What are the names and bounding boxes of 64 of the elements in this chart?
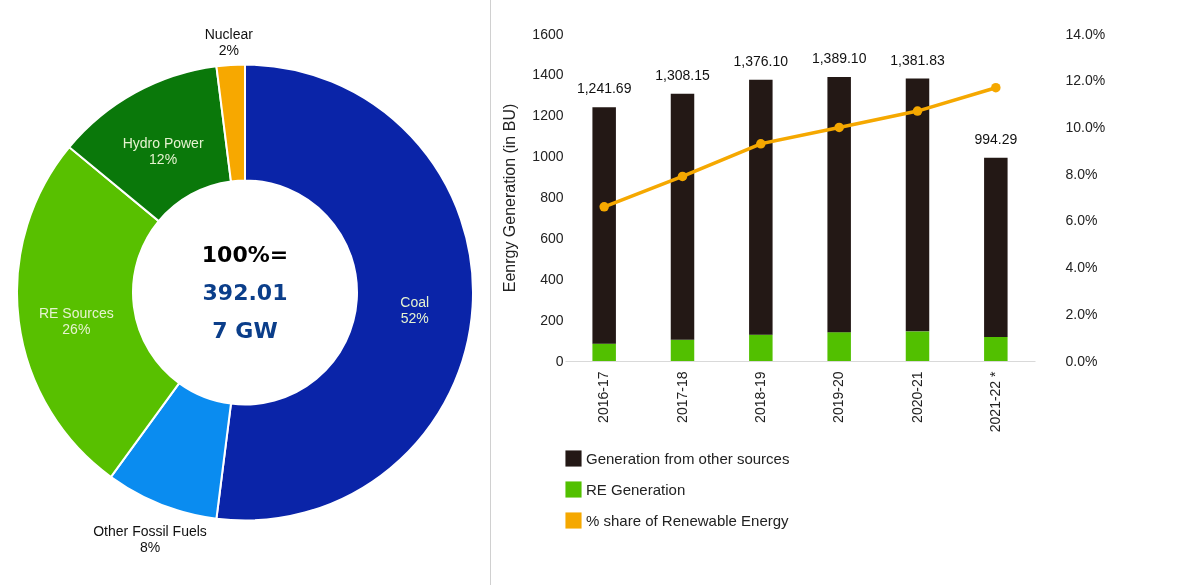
text: 100%= [201,241,289,267]
bar [670,93,695,340]
point [599,202,609,212]
legend-label: % share of Renewable Energy [586,511,790,529]
x-tick-label: 2021-22 * [986,370,1003,433]
data-label: 8% [139,539,161,556]
y2-tick-label: 14.0% [1065,25,1106,42]
total-label: 1,376.10 [733,52,789,69]
bar [905,331,930,361]
slice-label: RE Sources [38,304,114,321]
data-label: 26% [62,320,91,337]
point [834,122,844,133]
x-tick-label: 2020-21 [908,371,925,423]
total-label: 1,381.83 [890,51,945,68]
y2-tick-label: 0.0% [1065,352,1098,369]
slice-label: Coal [400,294,430,311]
bar [984,336,1008,361]
bar [670,339,695,361]
text: 7 GW [212,317,278,343]
y2-tick-label: 8.0% [1065,165,1098,182]
bar [984,157,1008,337]
bar [827,332,851,361]
bar [827,77,851,333]
y2-tick-label: 12.0% [1065,72,1106,89]
point [756,139,766,149]
legend-label: Generation from other sources [586,449,790,467]
slice-label: Nuclear [204,26,254,43]
y2-tick-label: 6.0% [1065,212,1098,229]
data-label: 2% [218,42,239,59]
legend-label: RE Generation [586,480,686,498]
y-tick-label: 1000 [532,148,564,165]
total-label: 1,241.69 [576,80,632,97]
point [912,106,923,116]
bar [592,107,616,344]
slice-label: Other Fossil Fuels [93,523,207,540]
y2-tick-label: 10.0% [1065,118,1106,135]
bar [592,343,616,361]
point [991,82,1001,93]
y-tick-label: 600 [540,229,564,246]
x-tick-label: 2017-18 [673,371,690,423]
bar [749,79,773,335]
point [677,171,688,182]
slice-label: Hydro Power [122,134,204,151]
x-tick-label: 2019-20 [830,371,847,423]
y2-tick-label: 2.0% [1065,305,1098,322]
y-tick-label: 1600 [532,25,564,42]
data-label: 12% [149,150,178,167]
total-label: 994.29 [974,130,1018,147]
y-tick-label: 400 [540,270,564,287]
x-tick-label: 2018-19 [751,371,768,423]
y-tick-label: 200 [540,311,564,328]
y-axis-title: Eenrgy Generation (in BU) [501,103,519,293]
y-tick-label: 0 [555,352,564,369]
total-label: 1,389.10 [811,50,867,67]
data-label: 52% [400,310,429,327]
total-label: 1,308.15 [655,66,710,83]
y2-tick-label: 4.0% [1065,259,1098,276]
y-tick-label: 1400 [532,66,564,83]
text: 392.01 [202,279,288,305]
bar [749,334,773,361]
y-tick-label: 1200 [532,107,564,124]
x-tick-label: 2016-17 [595,371,612,423]
y-tick-label: 800 [540,189,564,205]
bar [905,78,930,332]
